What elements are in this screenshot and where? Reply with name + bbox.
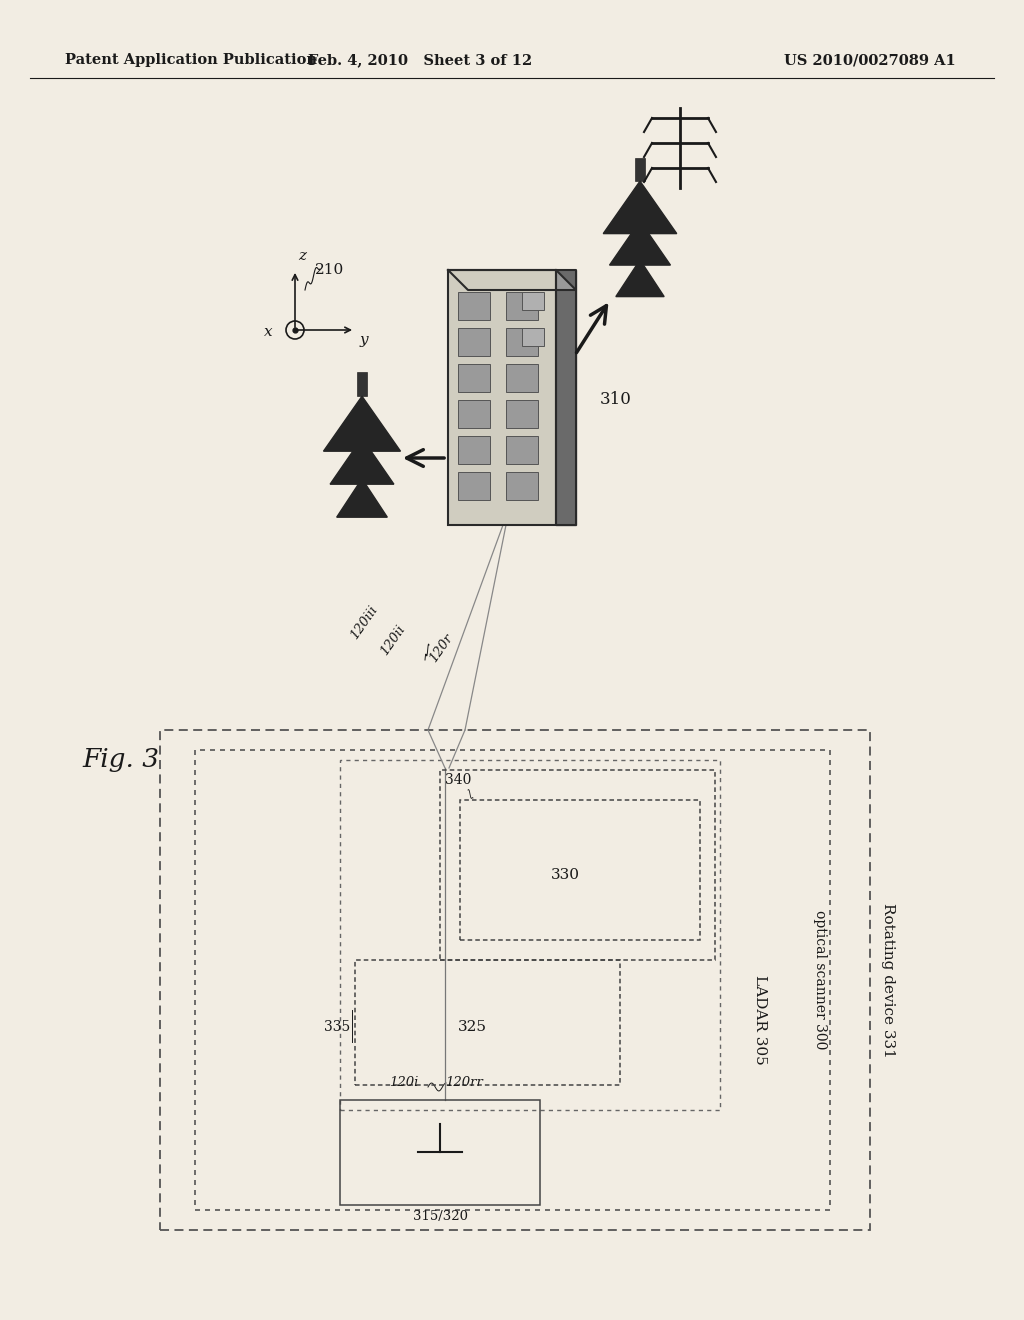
Polygon shape: [330, 438, 394, 484]
Bar: [635, 158, 645, 181]
Text: 120ii: 120ii: [378, 623, 408, 657]
Text: 330: 330: [551, 869, 580, 882]
Text: 120i: 120i: [389, 1076, 418, 1089]
Polygon shape: [449, 271, 575, 290]
Bar: [506, 400, 538, 428]
Bar: [506, 327, 538, 356]
Text: y: y: [360, 333, 369, 347]
Text: LADAR 305: LADAR 305: [753, 975, 767, 1065]
Text: Rotating device 331: Rotating device 331: [881, 903, 895, 1057]
Bar: [340, 1100, 540, 1205]
Bar: [458, 327, 490, 356]
Bar: [506, 292, 538, 319]
Polygon shape: [609, 220, 671, 265]
Bar: [357, 372, 367, 396]
Text: 210: 210: [315, 263, 344, 277]
Text: 325: 325: [458, 1020, 486, 1034]
Bar: [355, 960, 620, 1085]
Text: 120rr: 120rr: [445, 1076, 483, 1089]
Text: optical scanner 300: optical scanner 300: [813, 911, 827, 1049]
Bar: [460, 800, 700, 940]
Bar: [506, 473, 538, 500]
Text: 120r: 120r: [427, 631, 456, 665]
Bar: [449, 271, 556, 525]
Text: Patent Application Publication: Patent Application Publication: [65, 53, 317, 67]
Text: 310: 310: [600, 392, 632, 408]
Bar: [458, 400, 490, 428]
Bar: [458, 292, 490, 319]
Polygon shape: [324, 396, 400, 451]
Bar: [458, 436, 490, 465]
Bar: [458, 364, 490, 392]
Bar: [440, 770, 715, 960]
Text: Fig. 3: Fig. 3: [82, 747, 159, 772]
Text: 340: 340: [445, 774, 471, 787]
Text: Feb. 4, 2010   Sheet 3 of 12: Feb. 4, 2010 Sheet 3 of 12: [308, 53, 532, 67]
Text: 335: 335: [324, 1020, 350, 1034]
Polygon shape: [556, 271, 575, 525]
Bar: [195, 750, 830, 1210]
Text: US 2010/0027089 A1: US 2010/0027089 A1: [784, 53, 955, 67]
Polygon shape: [615, 260, 665, 297]
Bar: [506, 364, 538, 392]
Text: 315/320: 315/320: [413, 1210, 468, 1224]
Bar: [522, 292, 544, 310]
Polygon shape: [603, 181, 677, 234]
Bar: [522, 327, 544, 346]
Polygon shape: [337, 479, 387, 517]
Bar: [458, 473, 490, 500]
Text: x: x: [264, 325, 273, 339]
Bar: [340, 760, 720, 1110]
Text: z: z: [298, 249, 306, 263]
Bar: [160, 730, 870, 1230]
Bar: [506, 436, 538, 465]
Text: 120iii: 120iii: [348, 603, 380, 642]
